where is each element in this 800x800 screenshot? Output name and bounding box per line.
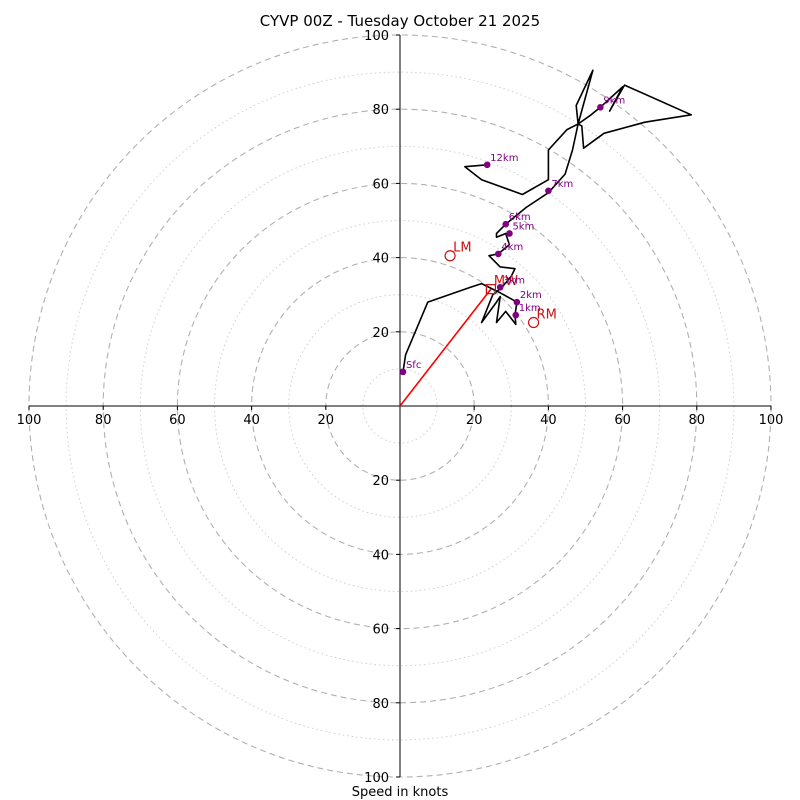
storm-motion-rm-marker bbox=[527, 316, 540, 329]
height-marker-3km bbox=[496, 283, 504, 291]
y-tick-label-down-80: 80 bbox=[372, 697, 389, 712]
hodograph-trace bbox=[402, 69, 693, 373]
x-tick-label-left-20: 20 bbox=[318, 413, 335, 428]
y-tick-label-up-100: 100 bbox=[364, 29, 389, 44]
storm-motion-mw-marker bbox=[485, 284, 496, 295]
y-tick-label-down-100: 100 bbox=[364, 771, 389, 786]
x-axis-label: Speed in knots bbox=[352, 785, 449, 800]
height-marker-12km bbox=[483, 161, 491, 169]
height-marker-label-7km: 7km bbox=[551, 179, 573, 190]
y-tick-label-up-60: 60 bbox=[372, 177, 389, 192]
shear-vector-line bbox=[399, 288, 492, 407]
x-tick-label-right-40: 40 bbox=[540, 413, 557, 428]
y-tick-label-down-20: 20 bbox=[372, 474, 389, 489]
storm-motion-rm-label: RM bbox=[537, 308, 557, 323]
hodograph-series bbox=[399, 69, 693, 407]
chart-title: CYVP 00Z - Tuesday October 21 2025 bbox=[260, 12, 540, 30]
x-tick-label-right-20: 20 bbox=[466, 413, 483, 428]
y-tick-label-down-60: 60 bbox=[372, 623, 389, 638]
height-marker-label-12km: 12km bbox=[490, 153, 518, 164]
x-tick-label-left-100: 100 bbox=[17, 413, 42, 428]
height-marker-5km bbox=[506, 230, 513, 237]
axis-ticks: 20 20 20 20 40 40 40 40 60 60 60 60 80 80 80 80 100 100 10… bbox=[17, 29, 784, 786]
height-marker-9km bbox=[597, 104, 604, 111]
height-marker-1km bbox=[512, 311, 520, 319]
height-marker-label-5km: 5km bbox=[512, 221, 534, 232]
height-marker-sfc bbox=[399, 368, 407, 376]
height-marker-label-9km: 9km bbox=[603, 95, 625, 106]
height-marker-label-6km: 6km bbox=[509, 212, 531, 223]
y-tick-label-down-40: 40 bbox=[372, 548, 389, 563]
height-marker-6km bbox=[502, 220, 510, 228]
x-tick-label-left-40: 40 bbox=[243, 413, 260, 428]
storm-motion-lm-label: LM bbox=[453, 241, 471, 256]
height-marker-7km bbox=[545, 187, 552, 195]
x-tick-label-left-80: 80 bbox=[95, 413, 112, 428]
y-tick-label-up-20: 20 bbox=[372, 326, 389, 341]
height-marker-label-1km: 1km bbox=[519, 303, 541, 314]
height-marker-4km bbox=[495, 250, 502, 258]
height-marker-label-4km: 4km bbox=[501, 242, 523, 253]
storm-motion-lm-marker bbox=[444, 250, 456, 262]
x-tick-label-right-80: 80 bbox=[689, 413, 706, 428]
x-tick-label-left-60: 60 bbox=[169, 413, 186, 428]
height-marker-label-3km: 3km bbox=[503, 275, 525, 286]
height-marker-label-sfc: Sfc bbox=[406, 360, 421, 371]
height-marker-label-2km: 2km bbox=[520, 290, 542, 301]
height-marker-2km bbox=[513, 298, 521, 306]
x-tick-label-right-100: 100 bbox=[759, 413, 784, 428]
y-tick-label-up-80: 80 bbox=[372, 103, 389, 118]
x-tick-label-right-60: 60 bbox=[614, 413, 631, 428]
y-tick-label-up-40: 40 bbox=[372, 252, 389, 267]
